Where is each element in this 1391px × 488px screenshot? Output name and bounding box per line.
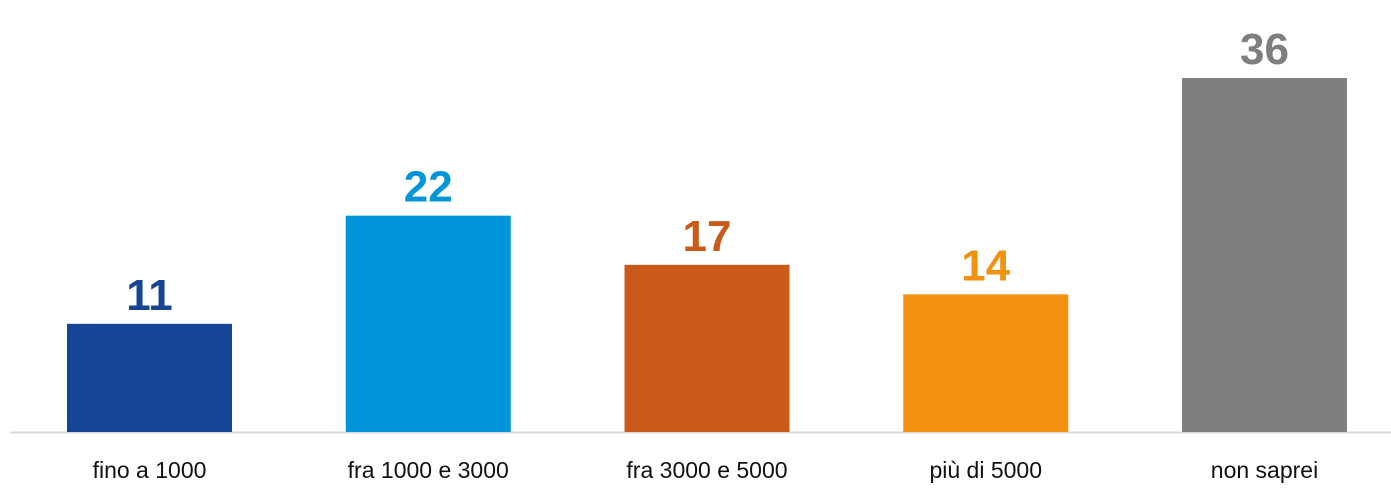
bar	[67, 323, 232, 432]
x-tick-label: fra 1000 e 3000	[348, 457, 509, 483]
x-tick-label: fino a 1000	[93, 457, 207, 483]
bar	[345, 215, 511, 432]
value-label: 22	[404, 163, 453, 212]
bar	[624, 264, 790, 432]
value-label: 14	[961, 241, 1010, 290]
bar	[1182, 78, 1347, 432]
x-tick-label: non saprei	[1211, 457, 1318, 483]
value-label: 36	[1240, 25, 1289, 74]
bar	[903, 294, 1069, 432]
x-tick-label: fra 3000 e 5000	[626, 457, 787, 483]
value-label: 11	[126, 271, 173, 320]
x-tick-label: più di 5000	[929, 457, 1042, 483]
value-label: 17	[683, 212, 732, 261]
